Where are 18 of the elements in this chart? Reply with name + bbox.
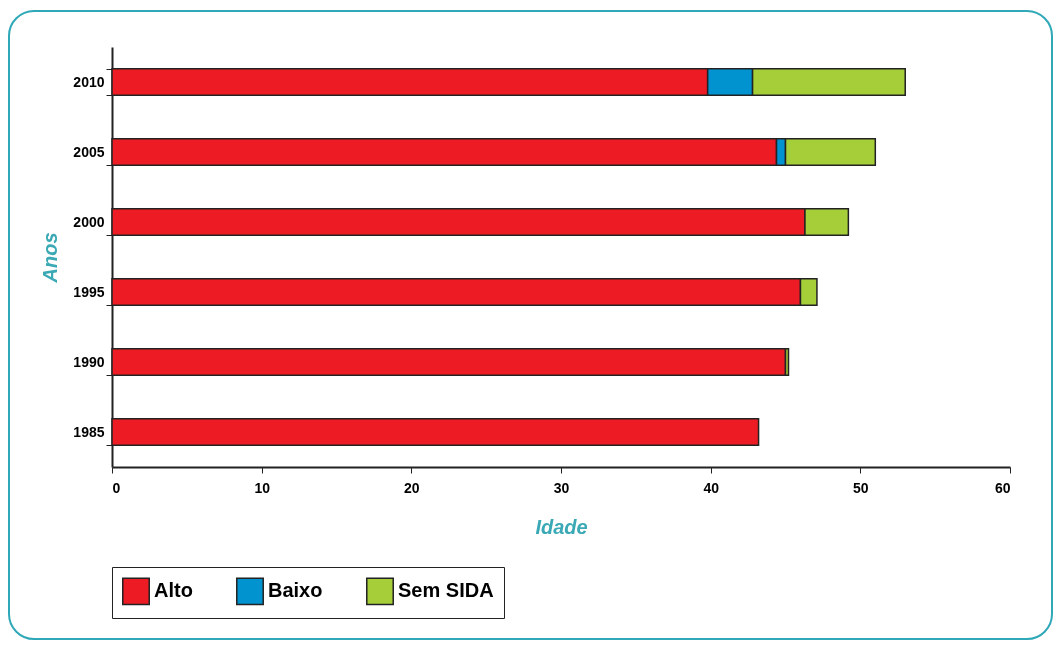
x-tick-label: 0 <box>112 479 121 496</box>
y-tick-label: 1995 <box>73 283 105 300</box>
legend-label: Baixo <box>268 579 323 602</box>
y-axis-title: Anos <box>39 232 62 284</box>
y-tick-label: 2005 <box>73 143 105 160</box>
legend-label: Alto <box>154 579 193 602</box>
y-tick-label: 1985 <box>73 423 105 440</box>
x-tick-label: 50 <box>853 479 869 496</box>
y-tick-label: 2000 <box>73 213 105 230</box>
y-tick-label: 2010 <box>73 73 105 90</box>
x-tick-label: 60 <box>994 479 1011 496</box>
legend-label: Sem SIDA <box>398 579 494 602</box>
y-tick-label: 1990 <box>73 353 105 370</box>
x-tick-label: 10 <box>254 479 271 496</box>
x-tick-label: 20 <box>404 479 420 496</box>
x-axis-title: Idade <box>535 515 588 538</box>
x-tick-label: 30 <box>553 479 570 496</box>
x-tick-label: 40 <box>703 479 720 496</box>
